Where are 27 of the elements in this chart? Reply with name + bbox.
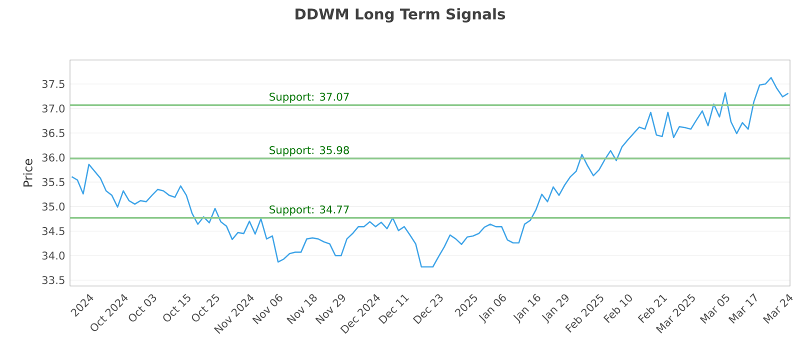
chart-title: DDWM Long Term Signals — [296, 8, 506, 22]
x-tick-label: Jan 29 — [542, 294, 569, 324]
x-tick-label: Mar 24 — [762, 294, 793, 324]
x-tick-label: Jan 16 — [513, 294, 540, 324]
ref-line-label: Support: 37.07 — [270, 92, 349, 103]
x-tick-label: Feb 10 — [603, 294, 632, 324]
y-tick-label: 34.5 — [42, 227, 64, 236]
y-tick-label: 34.0 — [42, 252, 65, 260]
y-tick-label: 33.5 — [42, 276, 64, 284]
x-tick-label: Mar 05 — [700, 294, 730, 324]
y-tick-label: 36.0 — [42, 154, 65, 162]
x-tick-label: Jan 06 — [478, 294, 506, 324]
y-axis-title: Price — [23, 158, 32, 186]
x-tick-label: Nov 18 — [286, 294, 317, 324]
y-tick-label: 37.0 — [42, 104, 65, 113]
y-tick-label: 37.5 — [42, 80, 64, 88]
y-tick-label: 35.0 — [42, 202, 65, 211]
x-tick-label: Oct 15 — [163, 294, 190, 322]
ref-line-label: Support: 35.98 — [270, 146, 349, 156]
x-tick-label: Dec 23 — [412, 294, 443, 324]
x-tick-label: Oct 03 — [128, 294, 156, 322]
x-tick-label: Mar 17 — [728, 293, 757, 324]
x-tick-label: Oct 25 — [192, 294, 220, 322]
x-tick-label: Nov 06 — [252, 294, 282, 324]
y-tick-label: 35.5 — [42, 178, 64, 186]
y-tick-label: 36.5 — [42, 129, 64, 138]
ref-line-label: Support: 34.77 — [270, 205, 349, 216]
